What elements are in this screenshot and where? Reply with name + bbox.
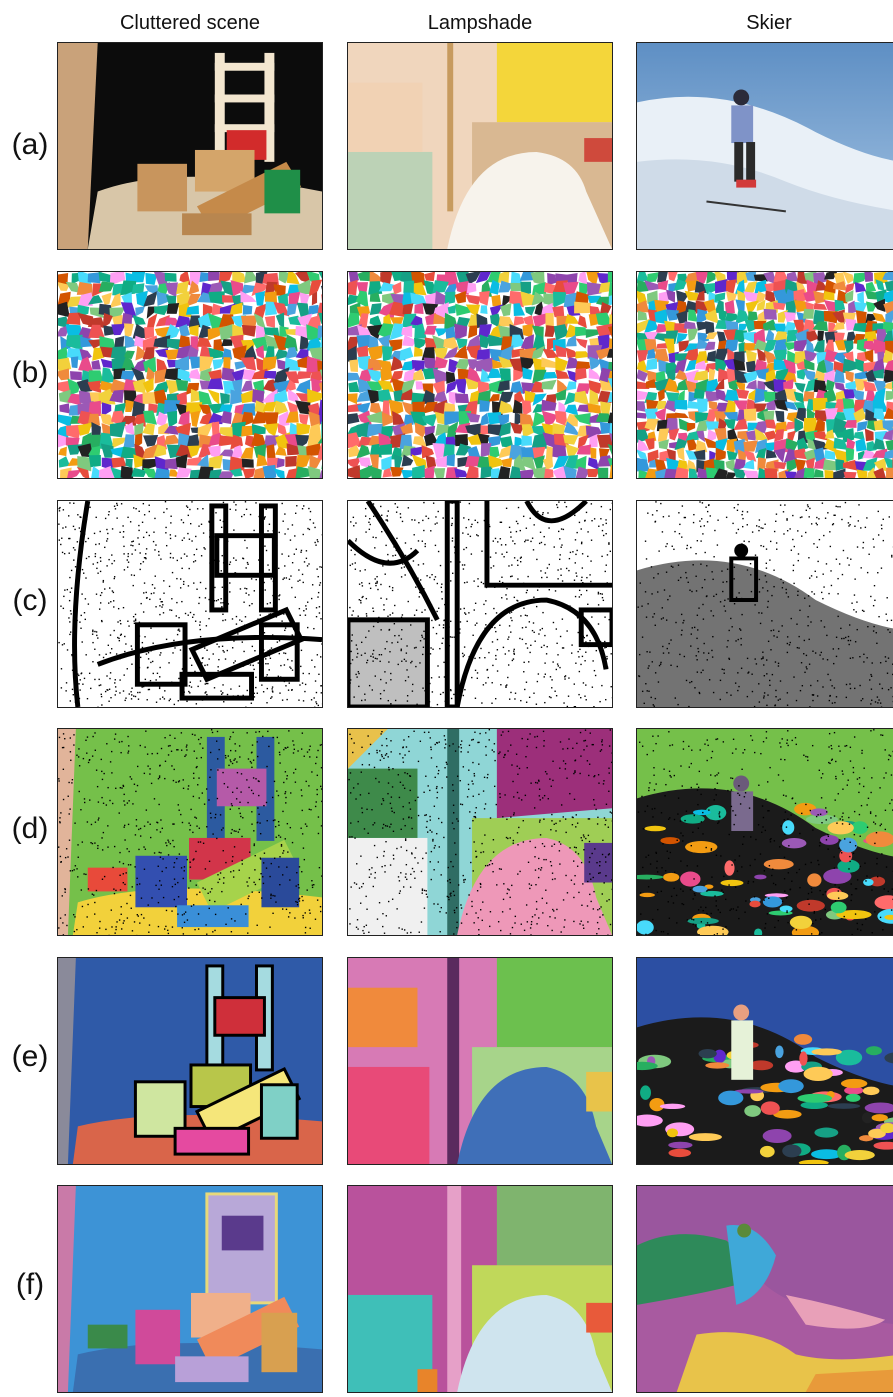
superpixel-mosaic (348, 272, 612, 478)
row-label-e: (e) (11, 1040, 49, 1073)
segmentation-skier (636, 1185, 893, 1393)
column-title-skier: Skier (746, 12, 792, 34)
photo-lampshade (347, 42, 613, 250)
regions-d-lampshade (347, 728, 613, 936)
row-label-c: (c) (12, 584, 48, 617)
superpixel-mosaic (58, 272, 322, 478)
row-label-d: (d) (11, 812, 49, 845)
row-label-b: (b) (11, 356, 49, 389)
row-label-a: (a) (11, 128, 49, 161)
regions-e-skier (636, 957, 893, 1165)
boundaries-cluttered-scene (57, 500, 323, 708)
regions-d-cluttered-scene (57, 728, 323, 936)
boundaries-skier (636, 500, 893, 708)
column-title-lampshade: Lampshade (427, 12, 533, 34)
segmentation-lampshade (347, 1185, 613, 1393)
superpixels-cluttered-scene (57, 271, 323, 479)
regions-e-cluttered-scene (57, 957, 323, 1165)
superpixels-skier (636, 271, 893, 479)
regions-d-skier (636, 728, 893, 936)
regions-e-lampshade (347, 957, 613, 1165)
boundaries-lampshade (347, 500, 613, 708)
column-title-cluttered-scene: Cluttered scene (119, 12, 261, 34)
superpixel-mosaic (637, 272, 893, 478)
photo-cluttered-scene (57, 42, 323, 250)
superpixels-lampshade (347, 271, 613, 479)
row-label-f: (f) (15, 1268, 45, 1301)
photo-skier (636, 42, 893, 250)
segmentation-cluttered-scene (57, 1185, 323, 1393)
